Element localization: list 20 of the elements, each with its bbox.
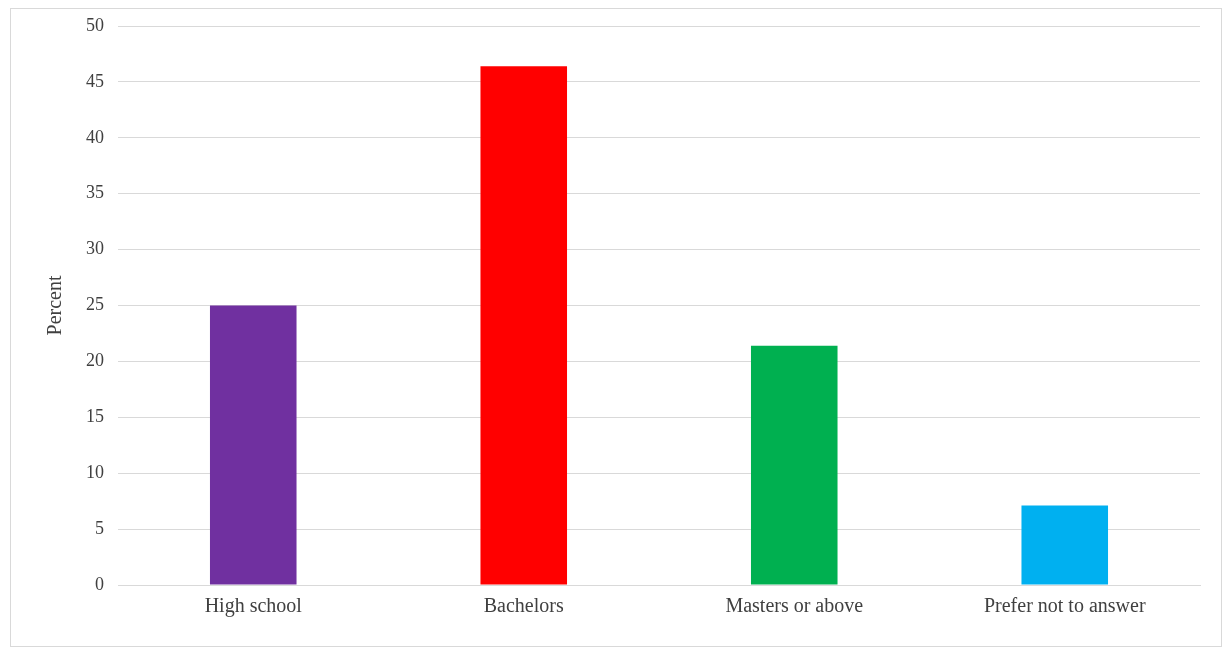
y-tick-label: 10 [86,461,104,482]
x-tick-label: Prefer not to answer [983,594,1146,617]
y-tick-label: 5 [95,517,104,538]
y-tick-label: 15 [86,406,104,427]
bar [1021,505,1109,585]
y-tick-label: 20 [86,350,104,371]
y-tick-label: 35 [86,182,104,203]
y-axis-title: Percent [43,275,66,336]
bar [750,345,838,585]
y-tick-label: 30 [86,238,104,259]
bar [209,305,297,585]
bar [480,66,568,585]
y-tick-label: 0 [95,573,104,594]
y-tick-label: 45 [86,70,104,91]
x-tick-label: Masters or above [725,594,864,617]
y-tick-label: 25 [86,294,104,315]
x-tick-label: Bachelors [483,594,564,617]
x-tick-label: High school [204,594,303,618]
y-tick-label: 40 [86,126,104,147]
y-tick-label: 50 [86,14,104,35]
